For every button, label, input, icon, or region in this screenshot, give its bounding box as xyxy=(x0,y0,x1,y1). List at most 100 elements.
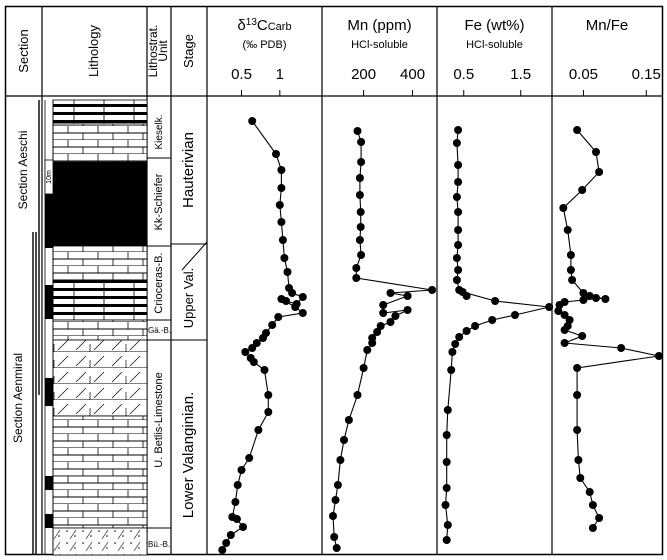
data-point-mn-28 xyxy=(336,456,345,464)
data-point-d13c-36 xyxy=(239,523,247,531)
data-point-fe-26 xyxy=(442,458,451,466)
data-point-mnfe-13 xyxy=(579,296,588,304)
data-point-mnfe-16 xyxy=(554,307,563,315)
unit-crioceras: Crioceras-B. xyxy=(153,252,165,313)
data-point-mnfe-27 xyxy=(573,426,582,434)
series-line-mnfe xyxy=(557,129,660,529)
data-point-mnfe-15 xyxy=(555,301,564,309)
data-point-mn-31 xyxy=(329,512,337,520)
data-point-d13c-37 xyxy=(226,531,235,539)
data-point-d13c-30 xyxy=(245,454,254,462)
lith-shale-dark xyxy=(53,162,147,246)
data-point-mn-20 xyxy=(373,328,382,336)
data-point-mnfe-10 xyxy=(585,292,594,300)
data-point-mn-32 xyxy=(330,533,339,541)
data-point-mn-26 xyxy=(344,416,353,424)
lith-dark-margin-2 xyxy=(45,285,53,319)
panel-title-mn: Mn (ppm) xyxy=(347,17,411,34)
data-point-mn-12 xyxy=(386,289,395,297)
data-point-mnfe-25 xyxy=(573,364,582,372)
data-point-fe-14 xyxy=(491,297,500,305)
data-point-fe-22 xyxy=(448,348,457,356)
panel-tick-label-mn-0: 200 xyxy=(351,66,376,83)
data-point-fe-5 xyxy=(454,208,463,216)
data-point-mnfe-24 xyxy=(654,352,663,360)
data-point-d13c-1 xyxy=(272,150,280,158)
data-point-d13c-28 xyxy=(264,408,273,416)
data-point-mn-25 xyxy=(353,391,362,399)
lith-dark-margin-3 xyxy=(45,378,53,406)
data-point-d13c-4 xyxy=(275,201,284,209)
data-point-d13c-26 xyxy=(260,366,269,374)
data-point-d13c-17 xyxy=(274,313,283,321)
data-point-d13c-23 xyxy=(241,348,250,356)
data-point-mn-22 xyxy=(368,339,377,347)
panel-tick-label-fe-0: 0.5 xyxy=(453,66,474,83)
data-point-mn-24 xyxy=(359,364,368,372)
data-point-mnfe-32 xyxy=(595,514,604,522)
lithology-column xyxy=(44,99,148,556)
unit-kk-schiefer: Kk-Schiefer xyxy=(153,173,165,230)
data-point-d13c-35 xyxy=(232,515,241,523)
data-point-mn-4 xyxy=(355,191,364,199)
data-point-mnfe-21 xyxy=(578,332,587,340)
data-point-d13c-2 xyxy=(277,166,286,174)
data-point-d13c-32 xyxy=(233,481,242,489)
unit-kieselk: Kieselk. xyxy=(154,114,165,149)
section-label-aenmiral: Section Aenmiral xyxy=(11,353,25,443)
data-point-d13c-27 xyxy=(264,391,273,399)
data-point-d13c-20 xyxy=(259,334,267,342)
data-point-d13c-38 xyxy=(222,539,231,547)
data-point-d13c-5 xyxy=(277,218,286,226)
panel-subtitle-mn: HCl-soluble xyxy=(351,39,408,51)
data-point-fe-2 xyxy=(454,161,463,169)
data-point-d13c-0 xyxy=(248,117,257,125)
data-point-mnfe-18 xyxy=(565,316,574,324)
data-point-d13c-31 xyxy=(237,466,246,474)
data-point-d13c-29 xyxy=(254,426,263,434)
column-header-lithostrat-line2: Unit xyxy=(156,40,170,62)
data-point-mn-7 xyxy=(355,236,364,244)
data-point-mnfe-6 xyxy=(566,251,575,259)
data-point-mn-14 xyxy=(379,301,388,309)
data-point-fe-28 xyxy=(441,501,450,509)
data-point-mn-9 xyxy=(352,264,361,272)
data-point-mnfe-1 xyxy=(592,148,600,156)
data-point-d13c-25 xyxy=(249,358,258,366)
data-point-mnfe-22 xyxy=(560,339,569,347)
data-point-fe-3 xyxy=(454,178,463,186)
panel-subtitle-fe: HCl-soluble xyxy=(466,39,523,51)
data-point-mn-6 xyxy=(356,223,365,231)
data-point-mnfe-31 xyxy=(588,501,597,509)
data-point-d13c-8 xyxy=(283,268,292,276)
data-point-mn-23 xyxy=(363,346,372,354)
data-point-mn-5 xyxy=(356,208,365,216)
data-point-mnfe-5 xyxy=(563,226,572,234)
panel-title-d13c: δ13CCarb xyxy=(237,17,291,35)
panel-title-part-d13c-2: C xyxy=(257,17,268,34)
data-point-d13c-16 xyxy=(298,309,307,317)
lith-dark-margin-5 xyxy=(45,514,53,528)
data-point-fe-17 xyxy=(488,316,497,324)
panel-title-part-d13c-0: δ xyxy=(237,17,245,34)
panel-tick-label-mn-1: 400 xyxy=(400,66,425,83)
lith-dark-margin-4 xyxy=(45,476,53,490)
data-point-mn-29 xyxy=(333,481,342,489)
data-point-fe-24 xyxy=(443,406,452,414)
data-point-fe-18 xyxy=(471,322,480,330)
panel-tick-label-mnfe-0: 0.05 xyxy=(569,66,598,83)
column-header-lithostrat-line1: Lithostrat. xyxy=(146,25,160,78)
data-point-mnfe-12 xyxy=(592,294,600,302)
data-point-fe-29 xyxy=(443,521,452,529)
column-header-stage: Stage xyxy=(181,34,196,68)
data-point-d13c-6 xyxy=(278,236,287,244)
unit-boundaries xyxy=(147,157,171,529)
lith-betlis-lower xyxy=(52,475,148,529)
data-point-mn-18 xyxy=(386,318,395,326)
stage-boundaries xyxy=(171,241,208,341)
data-point-mnfe-26 xyxy=(573,391,582,399)
lith-ga-beds xyxy=(52,319,148,341)
data-point-d13c-14 xyxy=(277,295,286,303)
lith-limestone-upper xyxy=(52,123,148,163)
data-point-mn-0 xyxy=(353,127,362,135)
